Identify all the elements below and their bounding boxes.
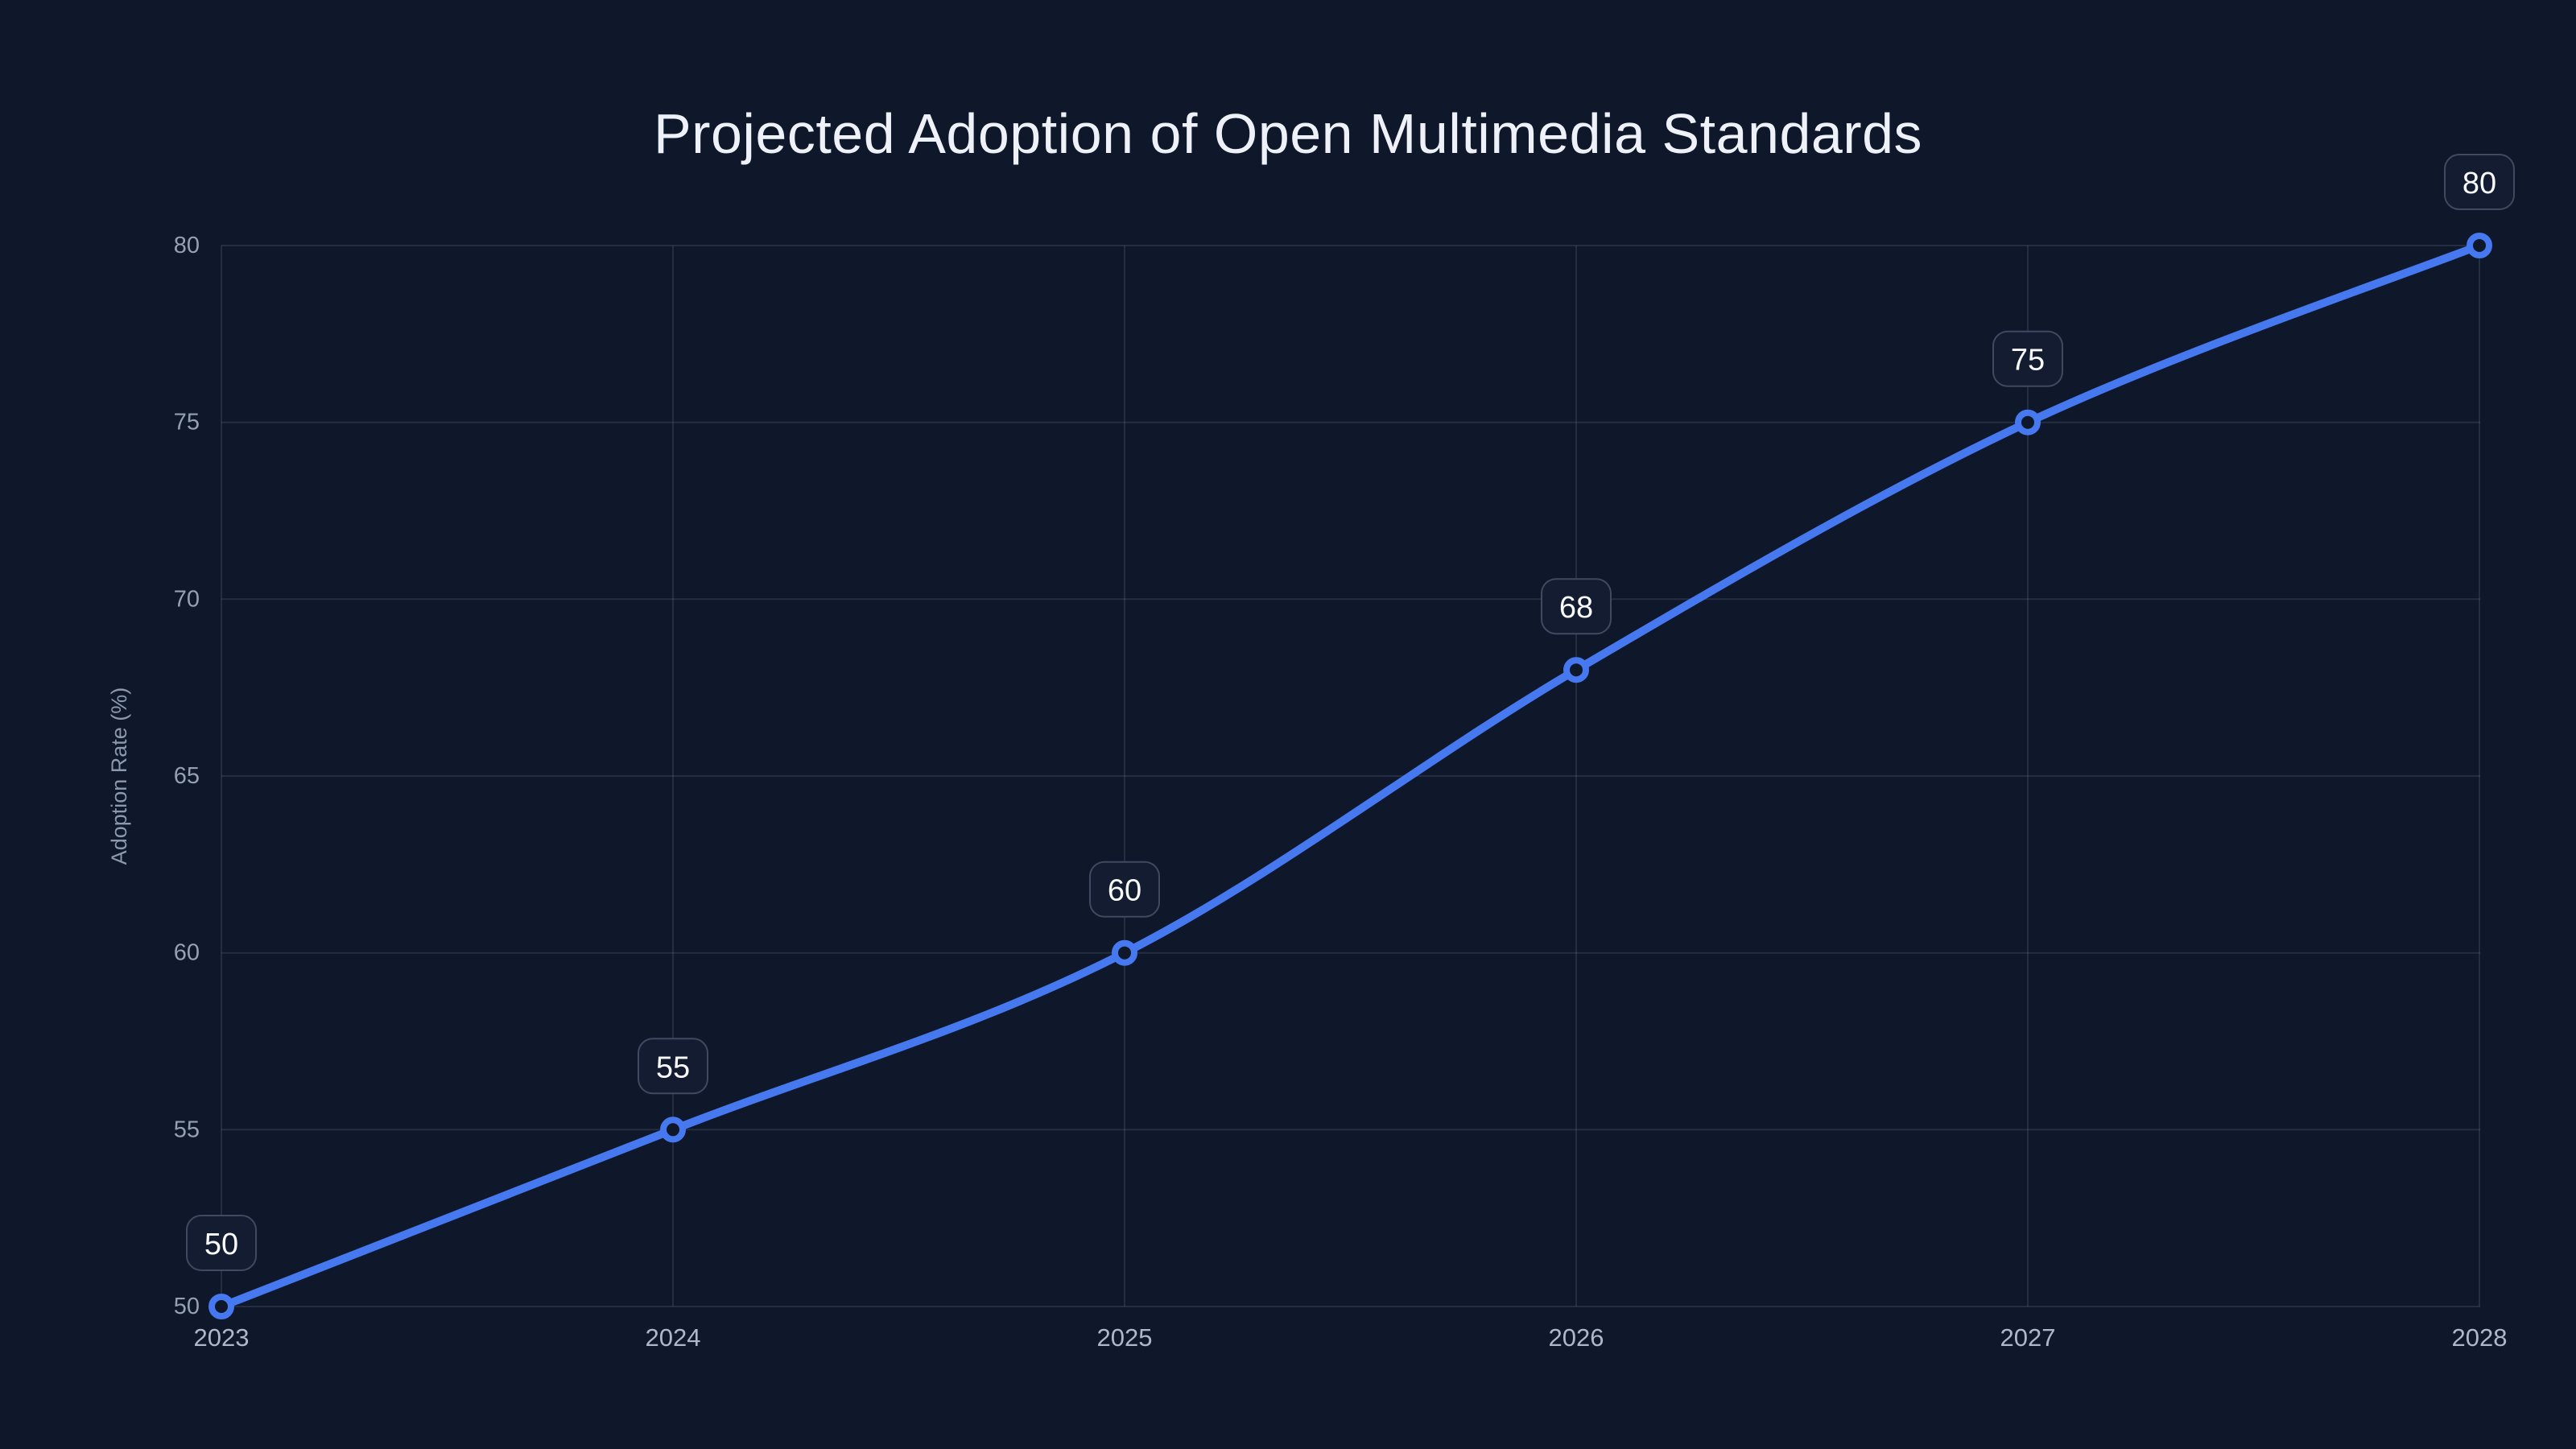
data-point-2025[interactable] bbox=[1112, 939, 1137, 966]
x-tick-label: 2027 bbox=[2000, 1323, 2056, 1352]
y-axis-title: Adoption Rate (%) bbox=[107, 687, 131, 865]
data-label-text: 75 bbox=[2011, 344, 2045, 378]
y-tick-label: 60 bbox=[174, 940, 200, 966]
x-tick-label: 2026 bbox=[1549, 1323, 1604, 1352]
data-point-2024[interactable] bbox=[660, 1117, 686, 1143]
y-tick-label: 65 bbox=[174, 763, 200, 789]
y-tick-label: 80 bbox=[174, 233, 200, 258]
y-tick-label: 50 bbox=[174, 1294, 200, 1319]
data-label-badge-2024 bbox=[638, 1038, 708, 1095]
chart-title: Projected Adoption of Open Multimedia St… bbox=[653, 102, 1923, 165]
series-line bbox=[217, 242, 2483, 1311]
data-label-badge-2027 bbox=[1992, 330, 2063, 387]
data-label-text: 80 bbox=[2462, 167, 2496, 200]
data-label-text: 55 bbox=[656, 1051, 690, 1084]
data-label-badge-2025 bbox=[1089, 861, 1160, 918]
data-label-badge-2023 bbox=[186, 1215, 257, 1271]
data-label-text: 68 bbox=[1559, 591, 1593, 625]
data-label-badge-2026 bbox=[1541, 578, 1612, 635]
y-tick-label: 75 bbox=[174, 410, 200, 436]
data-label-text: 50 bbox=[204, 1228, 238, 1261]
data-point-2028[interactable] bbox=[2467, 233, 2492, 258]
data-point-2027[interactable] bbox=[2015, 409, 2041, 436]
y-tick-label: 70 bbox=[174, 586, 200, 612]
x-tick-label: 2023 bbox=[194, 1323, 250, 1352]
x-tick-label: 2025 bbox=[1097, 1323, 1153, 1352]
x-tick-label: 2024 bbox=[646, 1323, 701, 1352]
data-label-badge-2028 bbox=[2444, 154, 2515, 210]
data-point-2023[interactable] bbox=[208, 1294, 234, 1319]
x-tick-label: 2028 bbox=[2452, 1323, 2508, 1352]
data-label-text: 60 bbox=[1108, 874, 1141, 908]
data-point-2026[interactable] bbox=[1563, 657, 1589, 683]
y-tick-label: 55 bbox=[174, 1117, 200, 1142]
